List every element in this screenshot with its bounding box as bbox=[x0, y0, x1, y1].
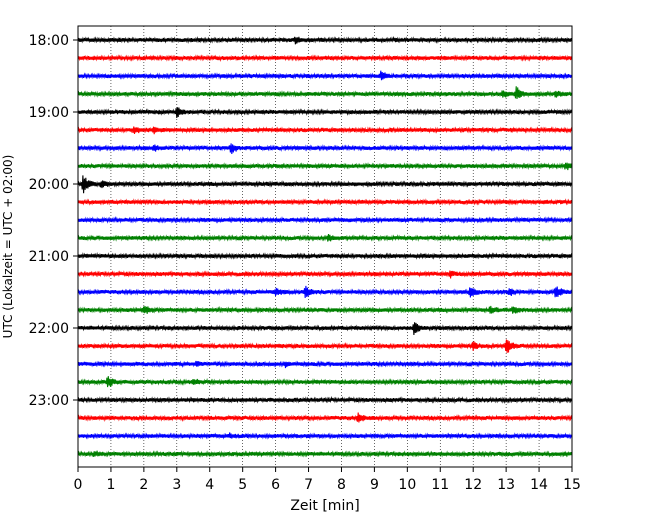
x-tick-label: 5 bbox=[238, 477, 247, 493]
trace-row-2200 bbox=[77, 322, 573, 336]
trace-row-2015 bbox=[77, 198, 573, 206]
x-tick-label: 14 bbox=[530, 477, 548, 493]
x-tick-label: 11 bbox=[431, 477, 449, 493]
trace-row-1845 bbox=[77, 86, 573, 100]
y-tick-label: 23:00 bbox=[29, 393, 69, 409]
x-tick-label: 15 bbox=[563, 477, 581, 493]
x-tick-label: 13 bbox=[497, 477, 515, 493]
x-tick-label: 12 bbox=[464, 477, 482, 493]
trace-row-2245 bbox=[77, 376, 573, 388]
y-tick-label: 18:00 bbox=[29, 33, 69, 49]
x-tick-label: 7 bbox=[304, 477, 313, 493]
trace-row-1815 bbox=[77, 54, 573, 62]
x-tick-label: 6 bbox=[271, 477, 280, 493]
trace-row-2115 bbox=[77, 270, 573, 279]
y-tick-label: 20:00 bbox=[29, 177, 69, 193]
x-tick-label: 10 bbox=[398, 477, 416, 493]
x-tick-label: 0 bbox=[74, 477, 83, 493]
trace-row-1800 bbox=[77, 35, 573, 45]
x-axis-ticks: 0 1 2 3 4 5 6 7 8 9 10 11 12 13 14 15 bbox=[74, 467, 581, 493]
seismic-traces bbox=[77, 35, 573, 458]
trace-row-2000 bbox=[77, 175, 573, 194]
trace-row-1915 bbox=[77, 126, 573, 135]
y-tick-label: 19:00 bbox=[29, 105, 69, 121]
trace-row-2130 bbox=[77, 285, 573, 298]
x-tick-label: 8 bbox=[337, 477, 346, 493]
trace-row-2345 bbox=[77, 450, 573, 458]
trace-row-2230 bbox=[77, 360, 573, 369]
trace-row-2215 bbox=[77, 339, 573, 353]
trace-row-1930 bbox=[77, 143, 573, 155]
trace-row-2330 bbox=[77, 432, 573, 440]
y-axis-ticks: 18:00 19:00 20:00 21:00 22:00 23:00 bbox=[29, 33, 78, 409]
trace-row-2030 bbox=[77, 216, 573, 224]
y-axis-label: UTC (Lokalzeit = UTC + 02:00) bbox=[1, 155, 15, 339]
trace-row-1830 bbox=[77, 70, 573, 81]
trace-row-2300 bbox=[77, 395, 573, 404]
x-tick-label: 1 bbox=[106, 477, 115, 493]
trace-row-2315 bbox=[77, 412, 573, 423]
x-tick-label: 4 bbox=[205, 477, 214, 493]
trace-row-2045 bbox=[77, 234, 573, 242]
trace-row-2100 bbox=[77, 252, 573, 260]
plot-frame bbox=[77, 25, 573, 468]
x-tick-label: 3 bbox=[172, 477, 181, 493]
x-tick-label: 9 bbox=[370, 477, 379, 493]
x-axis-label: Zeit [min] bbox=[290, 498, 359, 514]
trace-row-1945 bbox=[77, 162, 573, 171]
y-tick-label: 21:00 bbox=[29, 249, 69, 265]
trace-row-2145 bbox=[77, 305, 573, 314]
x-tick-label: 2 bbox=[139, 477, 148, 493]
y-tick-label: 22:00 bbox=[29, 321, 69, 337]
trace-row-1900 bbox=[77, 107, 573, 119]
